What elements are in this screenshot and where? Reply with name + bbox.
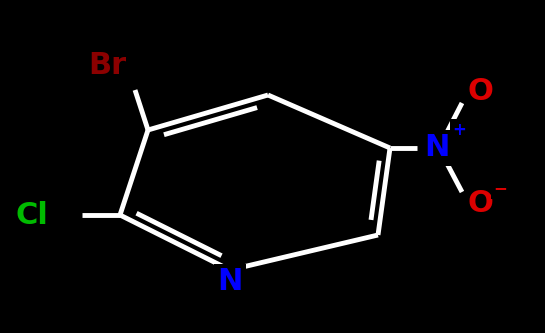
Text: O: O [467,77,493,106]
Text: N: N [425,134,450,163]
Text: O: O [467,189,493,218]
Text: +: + [452,121,466,139]
Text: N: N [217,267,243,296]
Text: −: − [493,179,507,197]
Text: Br: Br [88,51,126,80]
Text: Cl: Cl [16,200,49,229]
